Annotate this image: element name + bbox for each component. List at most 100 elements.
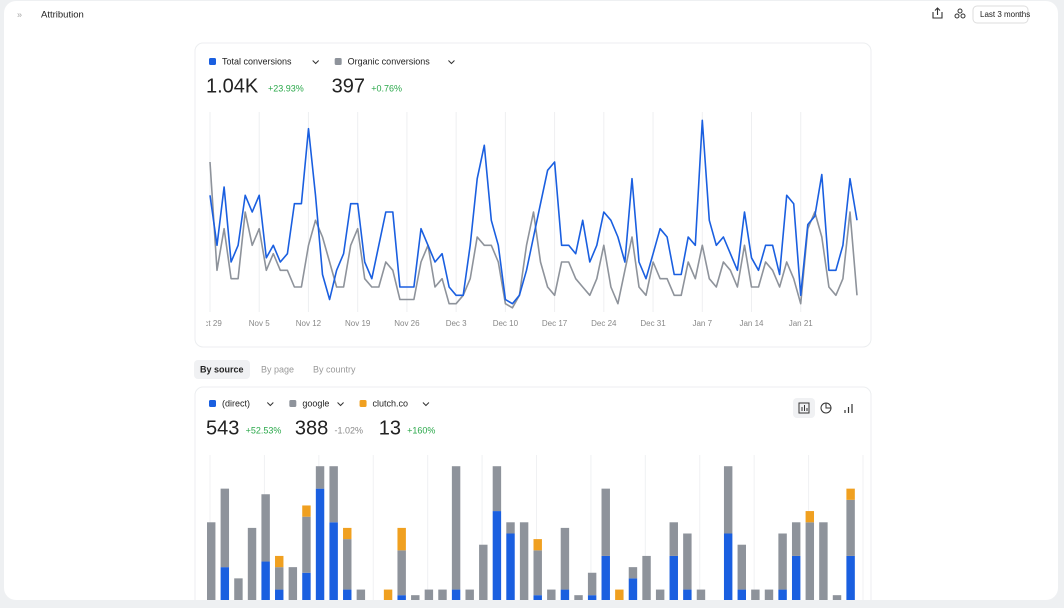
- legend-chevron: [337, 402, 344, 407]
- bar-segment: [560, 589, 570, 600]
- bar-segment: [655, 589, 665, 600]
- bar-segment: [669, 555, 678, 600]
- series-change: +0.76%: [371, 83, 402, 93]
- bar-segment: [628, 578, 638, 600]
- range-select[interactable]: [972, 5, 1029, 24]
- page-title: Attribution: [41, 10, 84, 21]
- bar-segment: [642, 555, 651, 600]
- legend-swatch: [209, 58, 216, 65]
- bar-segment: [411, 595, 420, 600]
- legend-label: Organic conversions: [348, 56, 431, 66]
- legend-chevron: [312, 60, 320, 65]
- pie-view-icon[interactable]: [820, 402, 832, 414]
- bar-segment: [574, 595, 583, 600]
- bar-segment: [519, 522, 529, 600]
- card-sources: [194, 386, 872, 600]
- series-change: +52.53%: [246, 425, 282, 435]
- series-change: -1.02%: [334, 425, 363, 435]
- tab[interactable]: By country: [313, 364, 356, 374]
- bar-segment: [397, 527, 406, 551]
- bar-segment: [275, 567, 284, 590]
- x-tick-label: Nov 12: [296, 319, 322, 328]
- bar-segment: [275, 555, 284, 568]
- bar-segment: [751, 601, 759, 608]
- x-tick-label: Dec 3: [446, 319, 467, 328]
- bar-segment: [791, 522, 801, 556]
- tab[interactable]: By page: [261, 364, 294, 374]
- bar-segment: [819, 522, 828, 600]
- bar-segment: [764, 589, 774, 600]
- bar-segment: [846, 488, 855, 500]
- x-tick-label: Nov 5: [249, 319, 270, 328]
- series-line: [209, 119, 858, 305]
- tab-active-bg: [194, 360, 250, 379]
- bar-segment: [669, 522, 678, 556]
- x-tick-label: Jan 21: [789, 319, 814, 328]
- x-tick-label: Nov 26: [394, 319, 420, 328]
- bar-segment: [302, 505, 311, 517]
- bar-segment: [723, 466, 733, 534]
- bar-segment: [451, 589, 461, 600]
- bar-segment: [696, 589, 706, 600]
- x-tick-label: Dec 31: [640, 319, 666, 328]
- bar-segment: [261, 494, 270, 562]
- bar-segment: [533, 595, 542, 600]
- bar-segment: [506, 533, 515, 600]
- bar-segment: [465, 589, 474, 600]
- bar-segment: [343, 539, 352, 590]
- legend-chevron: [448, 60, 455, 65]
- x-axis-labels: Oct 29 Nov 5 Nov 12 Nov 19 Nov 26 Dec 3 Dec 10…: [206, 319, 814, 328]
- plots: Oct 29 Nov 5 Nov 12 Nov 19 Nov 26 Dec 3 Dec 10…: [206, 56, 864, 608]
- bar-segment: [615, 601, 623, 608]
- legend-label: google: [302, 398, 329, 408]
- tab[interactable]: By source: [200, 364, 244, 374]
- x-tick-label: Jan 14: [739, 319, 764, 328]
- bar-view-icon[interactable]: [798, 402, 810, 414]
- window: » Attribution Last 3 months ⇕ By source …: [4, 1, 1058, 608]
- bar-segment: [628, 567, 638, 579]
- bar-segment: [302, 572, 311, 600]
- bar-segment: [737, 544, 746, 590]
- bar-segment: [791, 555, 801, 600]
- bar-segment: [207, 522, 216, 600]
- bar-segment: [383, 589, 393, 600]
- bar-segment: [533, 539, 542, 551]
- x-tick-label: Dec 10: [493, 319, 519, 328]
- bar-segment: [397, 595, 406, 600]
- legend-swatch: [334, 58, 342, 65]
- bar-segment: [601, 555, 610, 600]
- series-total: 13: [379, 417, 401, 439]
- bar-segment: [832, 595, 842, 600]
- range-label[interactable]: Last 3 months: [980, 10, 1030, 19]
- bar-segment: [751, 589, 760, 600]
- share-icon[interactable]: [954, 8, 966, 19]
- export-icon[interactable]: [932, 7, 943, 19]
- bar-segment: [329, 522, 338, 600]
- sidebar-toggle[interactable]: »: [17, 9, 22, 19]
- bar-segment: [329, 466, 338, 523]
- bar-segment: [247, 527, 257, 600]
- series-change: +23.93%: [268, 83, 304, 93]
- bar-segment: [506, 522, 515, 534]
- bar-segment: [778, 533, 787, 590]
- bar-segment: [220, 488, 230, 568]
- bar-segment: [356, 589, 366, 600]
- legend-label: (direct): [222, 398, 250, 408]
- bar-segment: [846, 555, 855, 600]
- legend-swatch: [359, 400, 367, 407]
- bar-segment: [492, 511, 502, 600]
- series-total: 543: [206, 417, 239, 439]
- legend-chevron: [266, 402, 274, 407]
- bar-segment: [601, 488, 610, 556]
- range-chevron[interactable]: ⇕: [1017, 11, 1023, 19]
- bar-segment: [560, 527, 570, 590]
- bar-segment: [805, 511, 815, 523]
- bar-segment: [778, 589, 787, 600]
- column-view-icon[interactable]: [844, 404, 853, 413]
- bar-segment: [683, 589, 692, 600]
- legend-swatch: [209, 400, 216, 407]
- bar-segment: [424, 589, 434, 600]
- bar-segment: [275, 589, 284, 600]
- bar-segment: [220, 567, 230, 600]
